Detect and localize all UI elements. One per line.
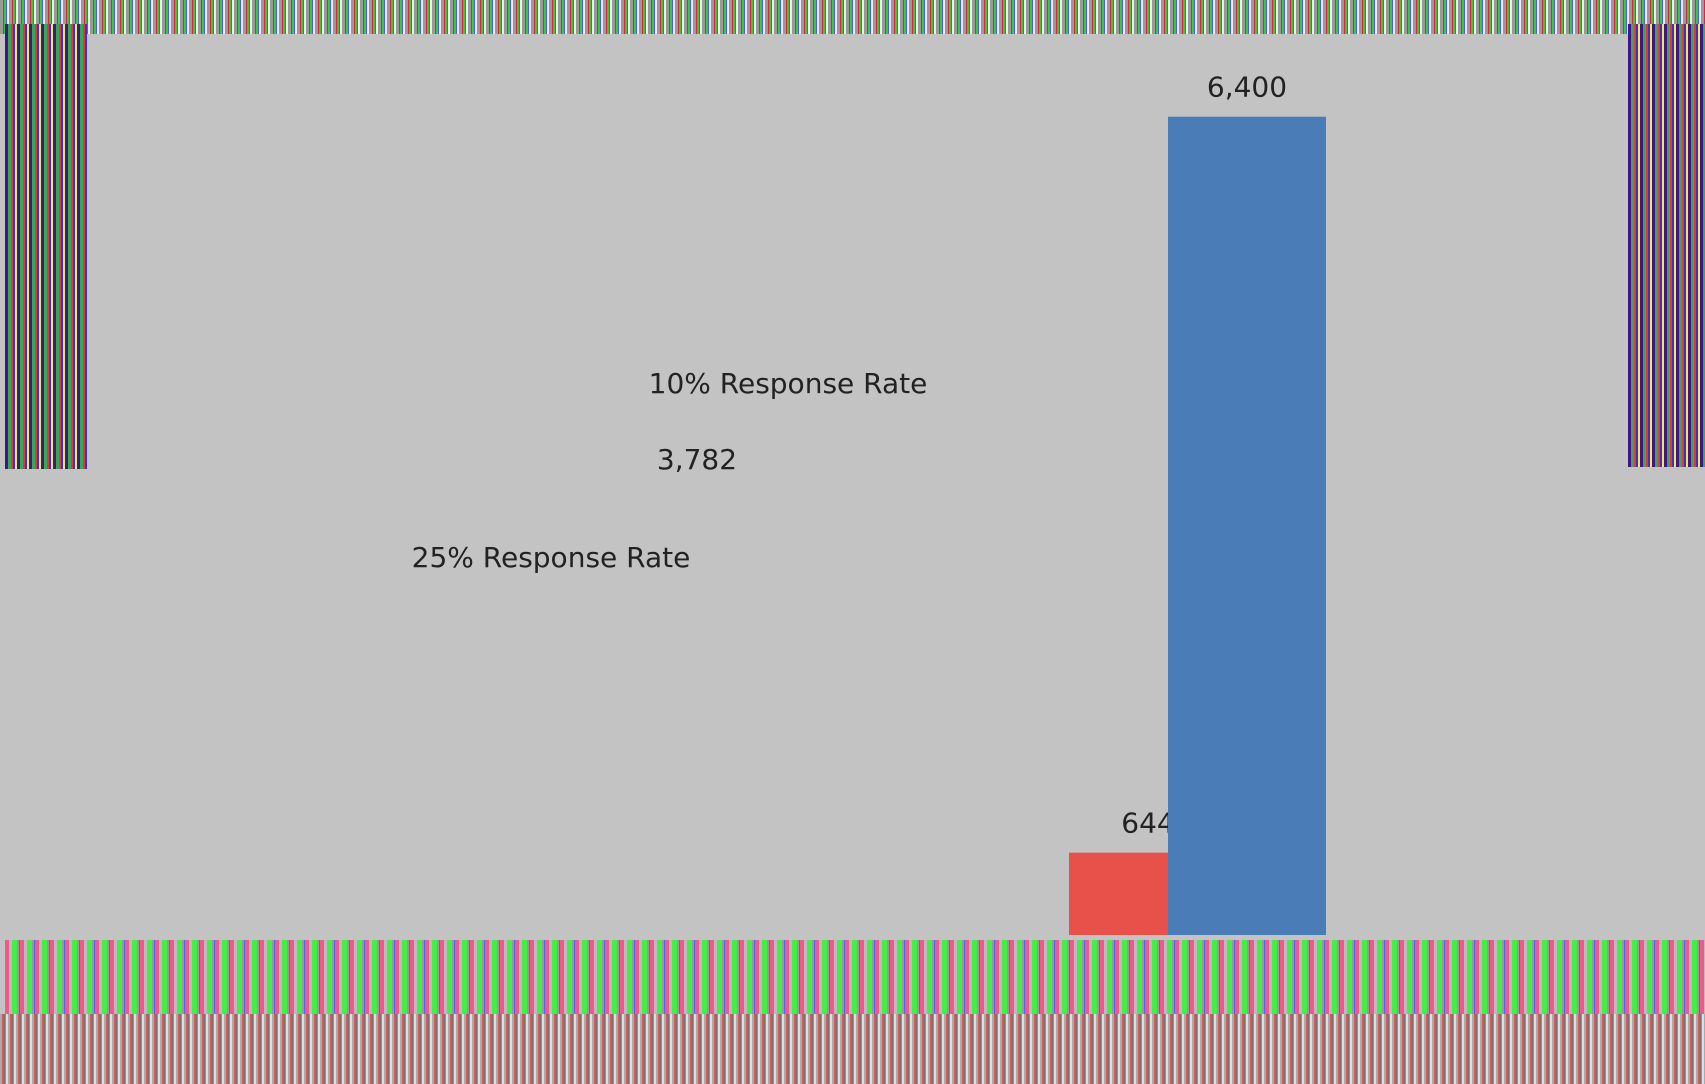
annotation: 10% Response Rate (649, 367, 928, 400)
value-label: 6,400 (1207, 71, 1287, 104)
glitch-right (1628, 24, 1705, 467)
glitch-bottom (0, 1014, 1705, 1084)
value-label: 644 (1121, 807, 1174, 840)
annotation: 25% Response Rate (412, 541, 691, 574)
bar (1168, 116, 1326, 935)
glitch-band (5, 940, 1705, 1014)
annotation: 3,782 (657, 443, 737, 476)
glitch-left (5, 24, 87, 469)
glitch-top (0, 0, 1705, 34)
